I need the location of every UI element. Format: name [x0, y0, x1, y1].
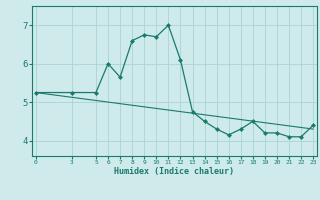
- X-axis label: Humidex (Indice chaleur): Humidex (Indice chaleur): [115, 167, 234, 176]
